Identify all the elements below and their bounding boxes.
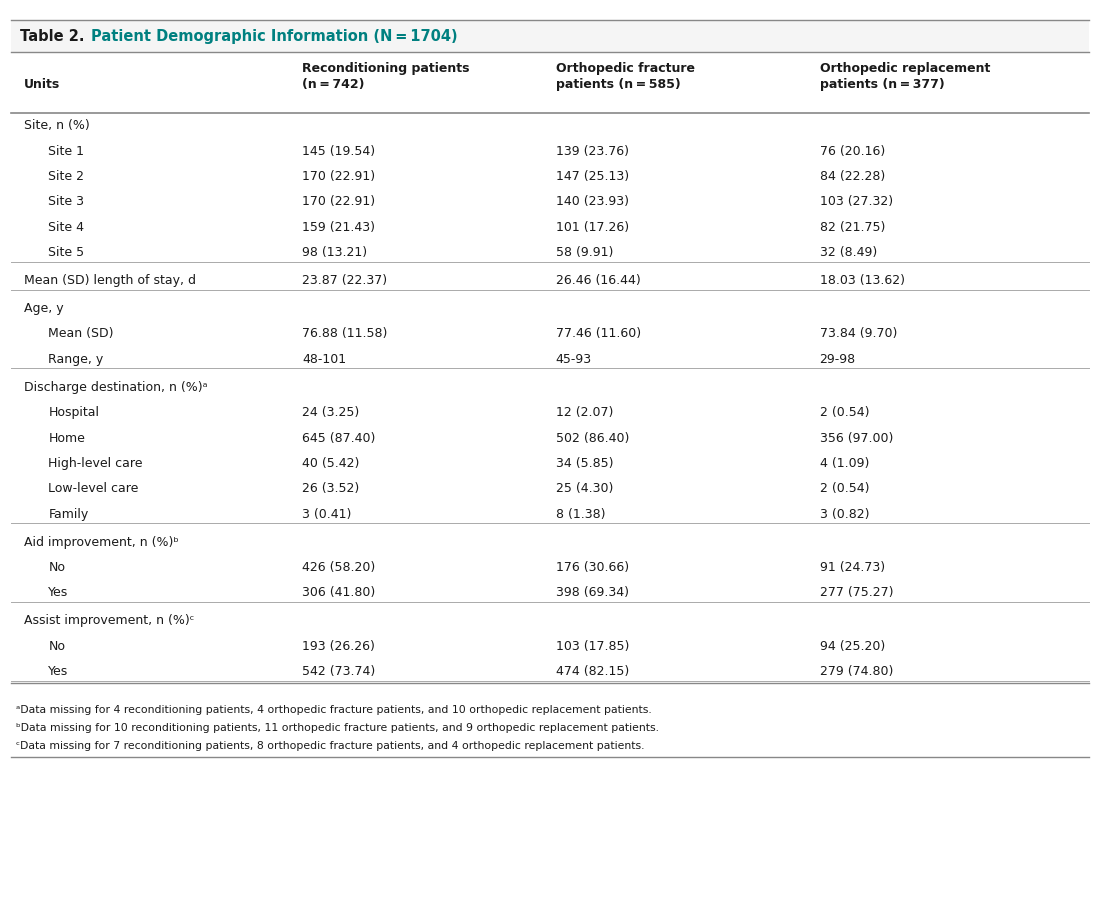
Text: 542 (73.74): 542 (73.74) xyxy=(302,665,376,678)
Text: 147 (25.13): 147 (25.13) xyxy=(556,170,628,183)
Text: Yes: Yes xyxy=(48,586,68,599)
Text: 12 (2.07): 12 (2.07) xyxy=(556,406,613,419)
Text: 84 (22.28): 84 (22.28) xyxy=(820,170,884,183)
Text: Site 2: Site 2 xyxy=(48,170,85,183)
Text: 139 (23.76): 139 (23.76) xyxy=(556,145,628,157)
Text: 29-98: 29-98 xyxy=(820,353,856,366)
Text: patients (n = 377): patients (n = 377) xyxy=(820,78,944,91)
Text: Site 1: Site 1 xyxy=(48,145,85,157)
Text: Units: Units xyxy=(24,78,60,91)
Text: 48-101: 48-101 xyxy=(302,353,346,366)
Text: 306 (41.80): 306 (41.80) xyxy=(302,586,376,599)
Text: 145 (19.54): 145 (19.54) xyxy=(302,145,375,157)
Text: patients (n = 585): patients (n = 585) xyxy=(556,78,680,91)
Text: 103 (27.32): 103 (27.32) xyxy=(820,195,892,208)
Text: ᵃData missing for 4 reconditioning patients, 4 orthopedic fracture patients, and: ᵃData missing for 4 reconditioning patie… xyxy=(16,704,652,715)
Text: 502 (86.40): 502 (86.40) xyxy=(556,432,629,444)
Text: Reconditioning patients: Reconditioning patients xyxy=(302,62,470,75)
Text: Mean (SD): Mean (SD) xyxy=(48,328,114,340)
Text: No: No xyxy=(48,561,65,574)
Text: Assist improvement, n (%)ᶜ: Assist improvement, n (%)ᶜ xyxy=(24,614,195,627)
Text: Age, y: Age, y xyxy=(24,302,64,315)
Text: 94 (25.20): 94 (25.20) xyxy=(820,640,884,653)
Text: Aid improvement, n (%)ᵇ: Aid improvement, n (%)ᵇ xyxy=(24,536,179,548)
Text: 176 (30.66): 176 (30.66) xyxy=(556,561,628,574)
Text: 26.46 (16.44): 26.46 (16.44) xyxy=(556,274,640,287)
Text: ᵇData missing for 10 reconditioning patients, 11 orthopedic fracture patients, a: ᵇData missing for 10 reconditioning pati… xyxy=(16,722,660,733)
Text: 645 (87.40): 645 (87.40) xyxy=(302,432,376,444)
Text: 26 (3.52): 26 (3.52) xyxy=(302,482,360,495)
Text: 426 (58.20): 426 (58.20) xyxy=(302,561,376,574)
Text: 73.84 (9.70): 73.84 (9.70) xyxy=(820,328,896,340)
Text: 25 (4.30): 25 (4.30) xyxy=(556,482,613,495)
Text: Yes: Yes xyxy=(48,665,68,678)
Text: Discharge destination, n (%)ᵃ: Discharge destination, n (%)ᵃ xyxy=(24,381,208,394)
Text: Orthopedic replacement: Orthopedic replacement xyxy=(820,62,990,75)
Text: High-level care: High-level care xyxy=(48,457,143,470)
Text: 140 (23.93): 140 (23.93) xyxy=(556,195,628,208)
Bar xyxy=(11,20,1089,52)
Text: Mean (SD) length of stay, d: Mean (SD) length of stay, d xyxy=(24,274,196,287)
Text: 82 (21.75): 82 (21.75) xyxy=(820,221,884,233)
Text: 279 (74.80): 279 (74.80) xyxy=(820,665,893,678)
Text: 3 (0.41): 3 (0.41) xyxy=(302,508,352,520)
Text: 356 (97.00): 356 (97.00) xyxy=(820,432,893,444)
Text: Site 3: Site 3 xyxy=(48,195,85,208)
Text: 77.46 (11.60): 77.46 (11.60) xyxy=(556,328,640,340)
Text: 24 (3.25): 24 (3.25) xyxy=(302,406,360,419)
Text: 3 (0.82): 3 (0.82) xyxy=(820,508,869,520)
Text: Low-level care: Low-level care xyxy=(48,482,139,495)
Text: 170 (22.91): 170 (22.91) xyxy=(302,195,375,208)
Text: Orthopedic fracture: Orthopedic fracture xyxy=(556,62,694,75)
Text: 159 (21.43): 159 (21.43) xyxy=(302,221,375,233)
Text: Home: Home xyxy=(48,432,86,444)
Text: 2 (0.54): 2 (0.54) xyxy=(820,406,869,419)
Text: 101 (17.26): 101 (17.26) xyxy=(556,221,628,233)
Text: Site 4: Site 4 xyxy=(48,221,85,233)
Text: Range, y: Range, y xyxy=(48,353,103,366)
Text: 170 (22.91): 170 (22.91) xyxy=(302,170,375,183)
Text: 398 (69.34): 398 (69.34) xyxy=(556,586,628,599)
Text: 2 (0.54): 2 (0.54) xyxy=(820,482,869,495)
Text: 76.88 (11.58): 76.88 (11.58) xyxy=(302,328,388,340)
Text: Patient Demographic Information (N = 1704): Patient Demographic Information (N = 170… xyxy=(91,29,458,43)
Text: 40 (5.42): 40 (5.42) xyxy=(302,457,360,470)
Text: ᶜData missing for 7 reconditioning patients, 8 orthopedic fracture patients, and: ᶜData missing for 7 reconditioning patie… xyxy=(16,740,645,751)
Text: 76 (20.16): 76 (20.16) xyxy=(820,145,884,157)
Text: 45-93: 45-93 xyxy=(556,353,592,366)
Text: 474 (82.15): 474 (82.15) xyxy=(556,665,629,678)
Text: 4 (1.09): 4 (1.09) xyxy=(820,457,869,470)
Text: 8 (1.38): 8 (1.38) xyxy=(556,508,605,520)
Text: 18.03 (13.62): 18.03 (13.62) xyxy=(820,274,904,287)
Text: 34 (5.85): 34 (5.85) xyxy=(556,457,613,470)
Text: 103 (17.85): 103 (17.85) xyxy=(556,640,629,653)
Text: Table 2.: Table 2. xyxy=(20,29,89,43)
Text: 23.87 (22.37): 23.87 (22.37) xyxy=(302,274,387,287)
Text: 58 (9.91): 58 (9.91) xyxy=(556,246,613,259)
Text: Site 5: Site 5 xyxy=(48,246,85,259)
Text: Family: Family xyxy=(48,508,89,520)
Text: 98 (13.21): 98 (13.21) xyxy=(302,246,367,259)
Text: 32 (8.49): 32 (8.49) xyxy=(820,246,877,259)
Text: 277 (75.27): 277 (75.27) xyxy=(820,586,893,599)
Text: 193 (26.26): 193 (26.26) xyxy=(302,640,375,653)
Text: No: No xyxy=(48,640,65,653)
Text: Site, n (%): Site, n (%) xyxy=(24,119,90,132)
Text: 91 (24.73): 91 (24.73) xyxy=(820,561,884,574)
Text: (n = 742): (n = 742) xyxy=(302,78,365,91)
Text: Hospital: Hospital xyxy=(48,406,99,419)
